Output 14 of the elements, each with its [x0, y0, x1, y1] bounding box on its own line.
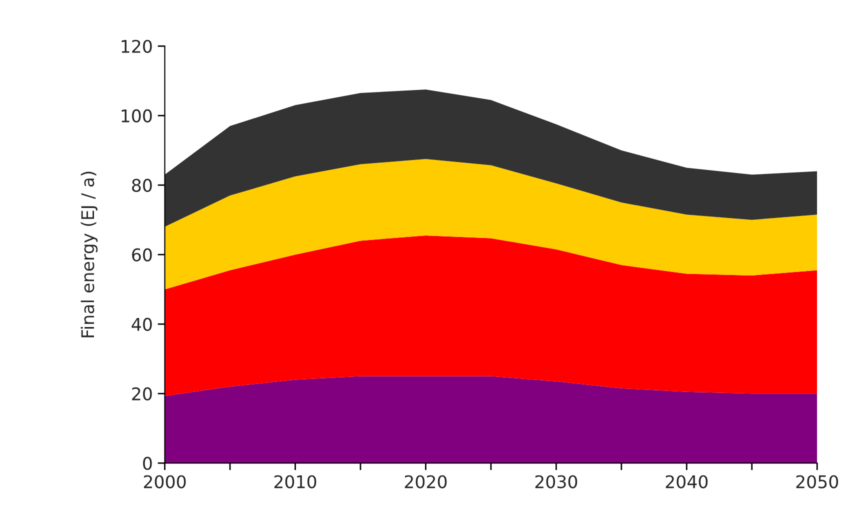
x-tick-label: 2050 — [796, 475, 838, 488]
y-tick-label: 20 — [132, 387, 152, 400]
x-tick-label: 2020 — [404, 475, 447, 488]
y-tick-label: 40 — [132, 318, 152, 331]
y-tick-label: 60 — [132, 248, 152, 262]
y-axis-title: Final energy (EJ / a) — [80, 172, 98, 338]
y-tick-label: 80 — [132, 178, 152, 192]
x-tick-label: 2000 — [144, 475, 186, 488]
y-tick-label: 120 — [122, 40, 152, 53]
y-tick-label: 0 — [143, 456, 152, 470]
y-tick-label: 100 — [122, 109, 152, 122]
x-tick-label: 2010 — [274, 475, 316, 488]
x-tick-label: 2030 — [535, 475, 578, 488]
x-tick-label: 2040 — [666, 475, 708, 488]
